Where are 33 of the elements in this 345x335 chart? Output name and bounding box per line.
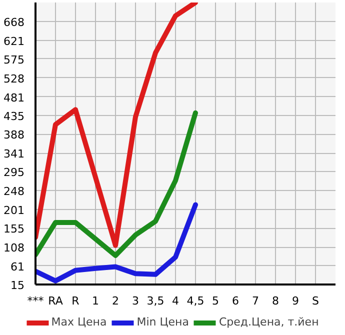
x-tick-label: RA	[48, 294, 64, 308]
x-tick-label: 4,5	[186, 294, 204, 308]
legend-label: Max Цена	[51, 316, 107, 328]
x-tick-label: 3	[132, 294, 139, 308]
y-tick-label: 201	[4, 204, 25, 218]
x-tick-label: S	[312, 294, 320, 308]
y-tick-label: 668	[4, 16, 25, 29]
y-tick-label: 61	[10, 260, 25, 274]
x-tick-label: 2	[112, 294, 119, 308]
x-tick-label: 5	[212, 294, 219, 308]
y-tick-label: 575	[4, 53, 25, 66]
y-tick-label: 108	[4, 242, 25, 255]
x-tick-label: 9	[292, 294, 299, 308]
y-tick-label: 248	[4, 185, 25, 198]
y-tick-label: 155	[4, 222, 25, 236]
y-tick-label: 388	[4, 128, 25, 142]
y-tick-label: 295	[4, 166, 25, 180]
y-tick-label: 621	[4, 34, 25, 48]
x-tick-label: 7	[252, 294, 259, 308]
x-tick-label: R	[72, 294, 80, 308]
x-tick-label: 4	[172, 294, 179, 308]
x-tick-label: 6	[232, 294, 239, 308]
legend-label: Сред.Цена, т.йен	[218, 316, 319, 328]
legend-label: Min Цена	[136, 316, 189, 328]
x-tick-label: 3,5	[146, 294, 164, 308]
x-tick-label: ***	[27, 294, 44, 308]
y-tick-label: 435	[4, 110, 25, 123]
x-tick-label: 1	[92, 294, 99, 308]
y-tick-label: 341	[4, 148, 25, 161]
y-tick-label: 481	[4, 91, 25, 104]
y-tick-label: 15	[10, 279, 25, 292]
x-tick-label: 8	[272, 294, 279, 308]
y-tick-label: 528	[4, 72, 25, 86]
